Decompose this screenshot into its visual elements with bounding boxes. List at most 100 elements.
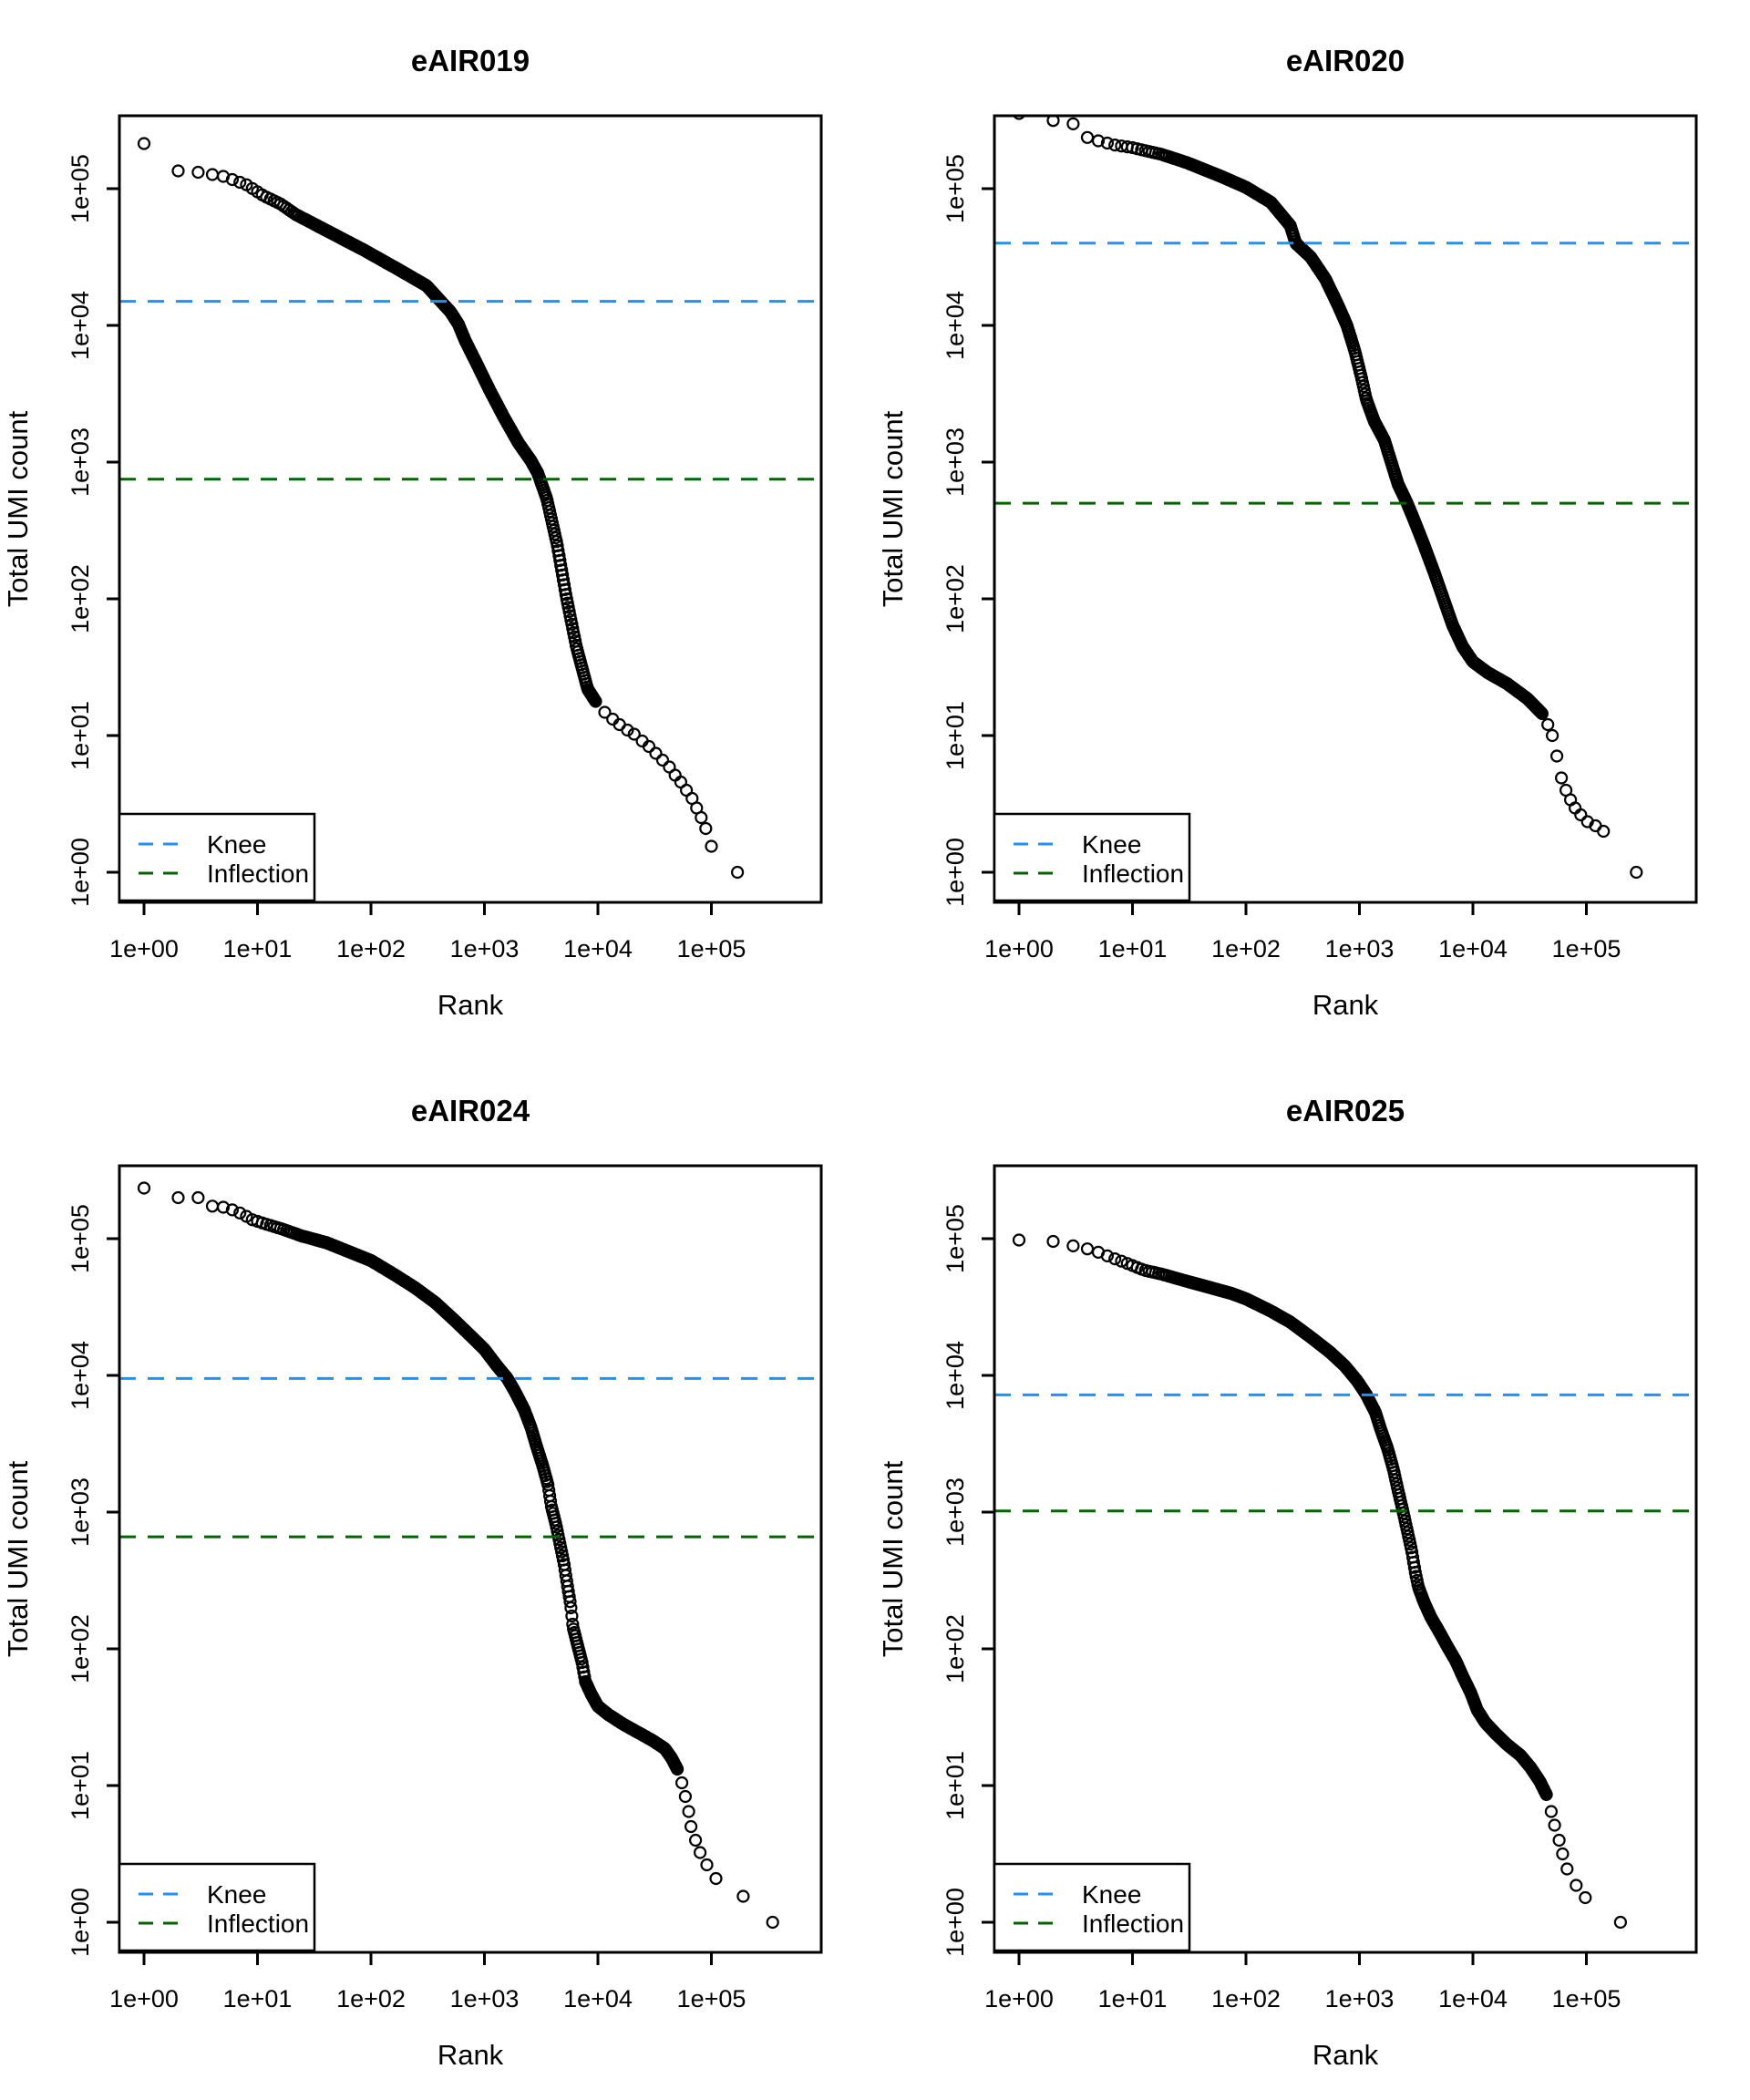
panel-eAIR020: 1e+00 1e+01 1e+02 1e+03 1e+04 1e+05 Rank 1e+05 1… bbox=[875, 0, 1750, 1050]
y-tick-label: 1e+03 bbox=[67, 427, 94, 497]
panel-eAIR025: 1e+00 1e+01 1e+02 1e+03 1e+04 1e+05 Rank 1e+05 1… bbox=[875, 1050, 1750, 2100]
x-tick-label: 1e+03 bbox=[450, 1985, 520, 2012]
x-axis: 1e+00 1e+01 1e+02 1e+03 1e+04 1e+05 Rank bbox=[984, 1952, 1621, 2071]
x-tick-label: 1e+01 bbox=[1098, 935, 1168, 962]
x-tick-label: 1e+01 bbox=[223, 935, 293, 962]
x-tick-label: 1e+03 bbox=[1325, 1985, 1395, 2012]
x-tick-label: 1e+00 bbox=[109, 935, 179, 962]
legend-knee-label: Knee bbox=[1082, 1880, 1141, 1909]
panel-title: eAIR020 bbox=[1286, 44, 1405, 77]
x-tick-label: 1e+04 bbox=[1438, 1985, 1508, 2012]
panel-eAIR024: 1e+00 1e+01 1e+02 1e+03 1e+04 1e+05 Rank 1e+05 1… bbox=[0, 1050, 875, 2100]
legend-inflection-label: Inflection bbox=[1082, 860, 1184, 888]
x-tick-label: 1e+02 bbox=[1211, 1985, 1281, 2012]
x-tick-label: 1e+04 bbox=[563, 1985, 633, 2012]
x-tick-label: 1e+04 bbox=[563, 935, 633, 962]
y-tick-label: 1e+01 bbox=[67, 701, 94, 770]
knee-plot-eAIR025: 1e+00 1e+01 1e+02 1e+03 1e+04 1e+05Rank1e+051… bbox=[877, 1094, 1698, 2071]
x-axis-title: Rank bbox=[1312, 2039, 1379, 2071]
panel-title: eAIR019 bbox=[411, 44, 530, 77]
x-tick-label: 1e+00 bbox=[109, 1985, 179, 2012]
y-axis-title: Total UMI count bbox=[877, 1460, 909, 1657]
y-tick-label: 1e+02 bbox=[942, 1614, 969, 1683]
y-axis-title: Total UMI count bbox=[877, 410, 909, 607]
y-tick-label: 1e+03 bbox=[942, 427, 969, 497]
data-points bbox=[1012, 1233, 1628, 1930]
y-axis: 1e+05 1e+04 1e+03 1e+02 1e+01 1e+00 Total UMI … bbox=[877, 1204, 994, 1957]
y-tick-label: 1e+04 bbox=[67, 291, 94, 360]
legend-inflection-label: Inflection bbox=[207, 1910, 309, 1938]
x-tick-label: 1e+04 bbox=[1438, 935, 1508, 962]
knee-plot-eAIR020: 1e+00 1e+01 1e+02 1e+03 1e+04 1e+05Rank1e+051… bbox=[877, 44, 1698, 1021]
y-tick-label: 1e+05 bbox=[67, 1204, 94, 1273]
plot-box bbox=[118, 1164, 823, 1954]
y-tick-label: 1e+04 bbox=[942, 1341, 969, 1410]
x-axis: 1e+00 1e+01 1e+02 1e+03 1e+04 1e+05 Rank bbox=[109, 1952, 746, 2071]
legend-inflection-label: Inflection bbox=[1082, 1910, 1184, 1938]
knee-plot-eAIR019: 1e+00 1e+01 1e+02 1e+03 1e+04 1e+05Rank1e+051… bbox=[2, 44, 823, 1021]
data-points bbox=[137, 137, 745, 880]
y-tick-label: 1e+00 bbox=[67, 1888, 94, 1957]
x-tick-label: 1e+02 bbox=[336, 1985, 406, 2012]
y-tick-label: 1e+05 bbox=[942, 1204, 969, 1273]
y-tick-label: 1e+05 bbox=[942, 154, 969, 223]
x-tick-label: 1e+00 bbox=[984, 1985, 1054, 2012]
y-tick-label: 1e+02 bbox=[67, 564, 94, 633]
x-axis: 1e+00 1e+01 1e+02 1e+03 1e+04 1e+05 Rank bbox=[109, 902, 746, 1021]
y-axis-title: Total UMI count bbox=[2, 1460, 34, 1657]
x-axis: 1e+00 1e+01 1e+02 1e+03 1e+04 1e+05 Rank bbox=[984, 902, 1621, 1021]
data-points bbox=[1013, 116, 1643, 880]
x-tick-label: 1e+01 bbox=[1098, 1985, 1168, 2012]
x-tick-label: 1e+05 bbox=[1552, 1985, 1621, 2012]
x-tick-label: 1e+03 bbox=[1325, 935, 1395, 962]
x-tick-label: 1e+05 bbox=[1552, 935, 1621, 962]
x-tick-label: 1e+02 bbox=[1211, 935, 1281, 962]
data-points bbox=[137, 1181, 779, 1930]
legend-knee-label: Knee bbox=[207, 830, 266, 859]
panel-eAIR019: 1e+00 1e+01 1e+02 1e+03 1e+04 1e+05 Rank 1e+05 1… bbox=[0, 0, 875, 1050]
legend-box bbox=[118, 812, 316, 902]
legend-knee-label: Knee bbox=[207, 1880, 266, 1909]
x-tick-label: 1e+03 bbox=[450, 935, 520, 962]
x-tick-label: 1e+00 bbox=[984, 935, 1054, 962]
legend-box bbox=[993, 812, 1191, 902]
y-tick-label: 1e+00 bbox=[942, 1888, 969, 1957]
x-tick-label: 1e+02 bbox=[336, 935, 406, 962]
y-axis: 1e+05 1e+04 1e+03 1e+02 1e+01 1e+00 Total UMI … bbox=[2, 1204, 119, 1957]
x-axis-title: Rank bbox=[438, 989, 504, 1021]
panel-title: eAIR025 bbox=[1286, 1094, 1405, 1127]
y-tick-label: 1e+05 bbox=[67, 154, 94, 223]
legend-box bbox=[993, 1862, 1191, 1952]
legend-knee-label: Knee bbox=[1082, 830, 1141, 859]
y-tick-label: 1e+02 bbox=[942, 564, 969, 633]
y-axis: 1e+05 1e+04 1e+03 1e+02 1e+01 1e+00 Total UMI … bbox=[2, 154, 119, 907]
y-tick-label: 1e+01 bbox=[942, 701, 969, 770]
y-tick-label: 1e+00 bbox=[67, 838, 94, 907]
panel-title: eAIR024 bbox=[411, 1094, 530, 1127]
knee-plot-eAIR024: 1e+00 1e+01 1e+02 1e+03 1e+04 1e+05Rank1e+051… bbox=[2, 1094, 823, 2071]
legend-box bbox=[118, 1862, 316, 1952]
y-tick-label: 1e+01 bbox=[67, 1751, 94, 1820]
plot-box bbox=[993, 114, 1698, 904]
x-axis-title: Rank bbox=[438, 2039, 504, 2071]
y-axis: 1e+05 1e+04 1e+03 1e+02 1e+01 1e+00 Total UMI … bbox=[877, 154, 994, 907]
y-tick-label: 1e+00 bbox=[942, 838, 969, 907]
x-tick-label: 1e+05 bbox=[677, 935, 746, 962]
plot-box bbox=[993, 1164, 1698, 1954]
y-axis-title: Total UMI count bbox=[2, 410, 34, 607]
x-tick-label: 1e+01 bbox=[223, 1985, 293, 2012]
y-tick-label: 1e+04 bbox=[67, 1341, 94, 1410]
y-tick-label: 1e+03 bbox=[67, 1477, 94, 1547]
y-tick-label: 1e+01 bbox=[942, 1751, 969, 1820]
plot-box bbox=[118, 114, 823, 904]
y-tick-label: 1e+04 bbox=[942, 291, 969, 360]
x-axis-title: Rank bbox=[1312, 989, 1379, 1021]
y-tick-label: 1e+02 bbox=[67, 1614, 94, 1683]
y-tick-label: 1e+03 bbox=[942, 1477, 969, 1547]
x-tick-label: 1e+05 bbox=[677, 1985, 746, 2012]
